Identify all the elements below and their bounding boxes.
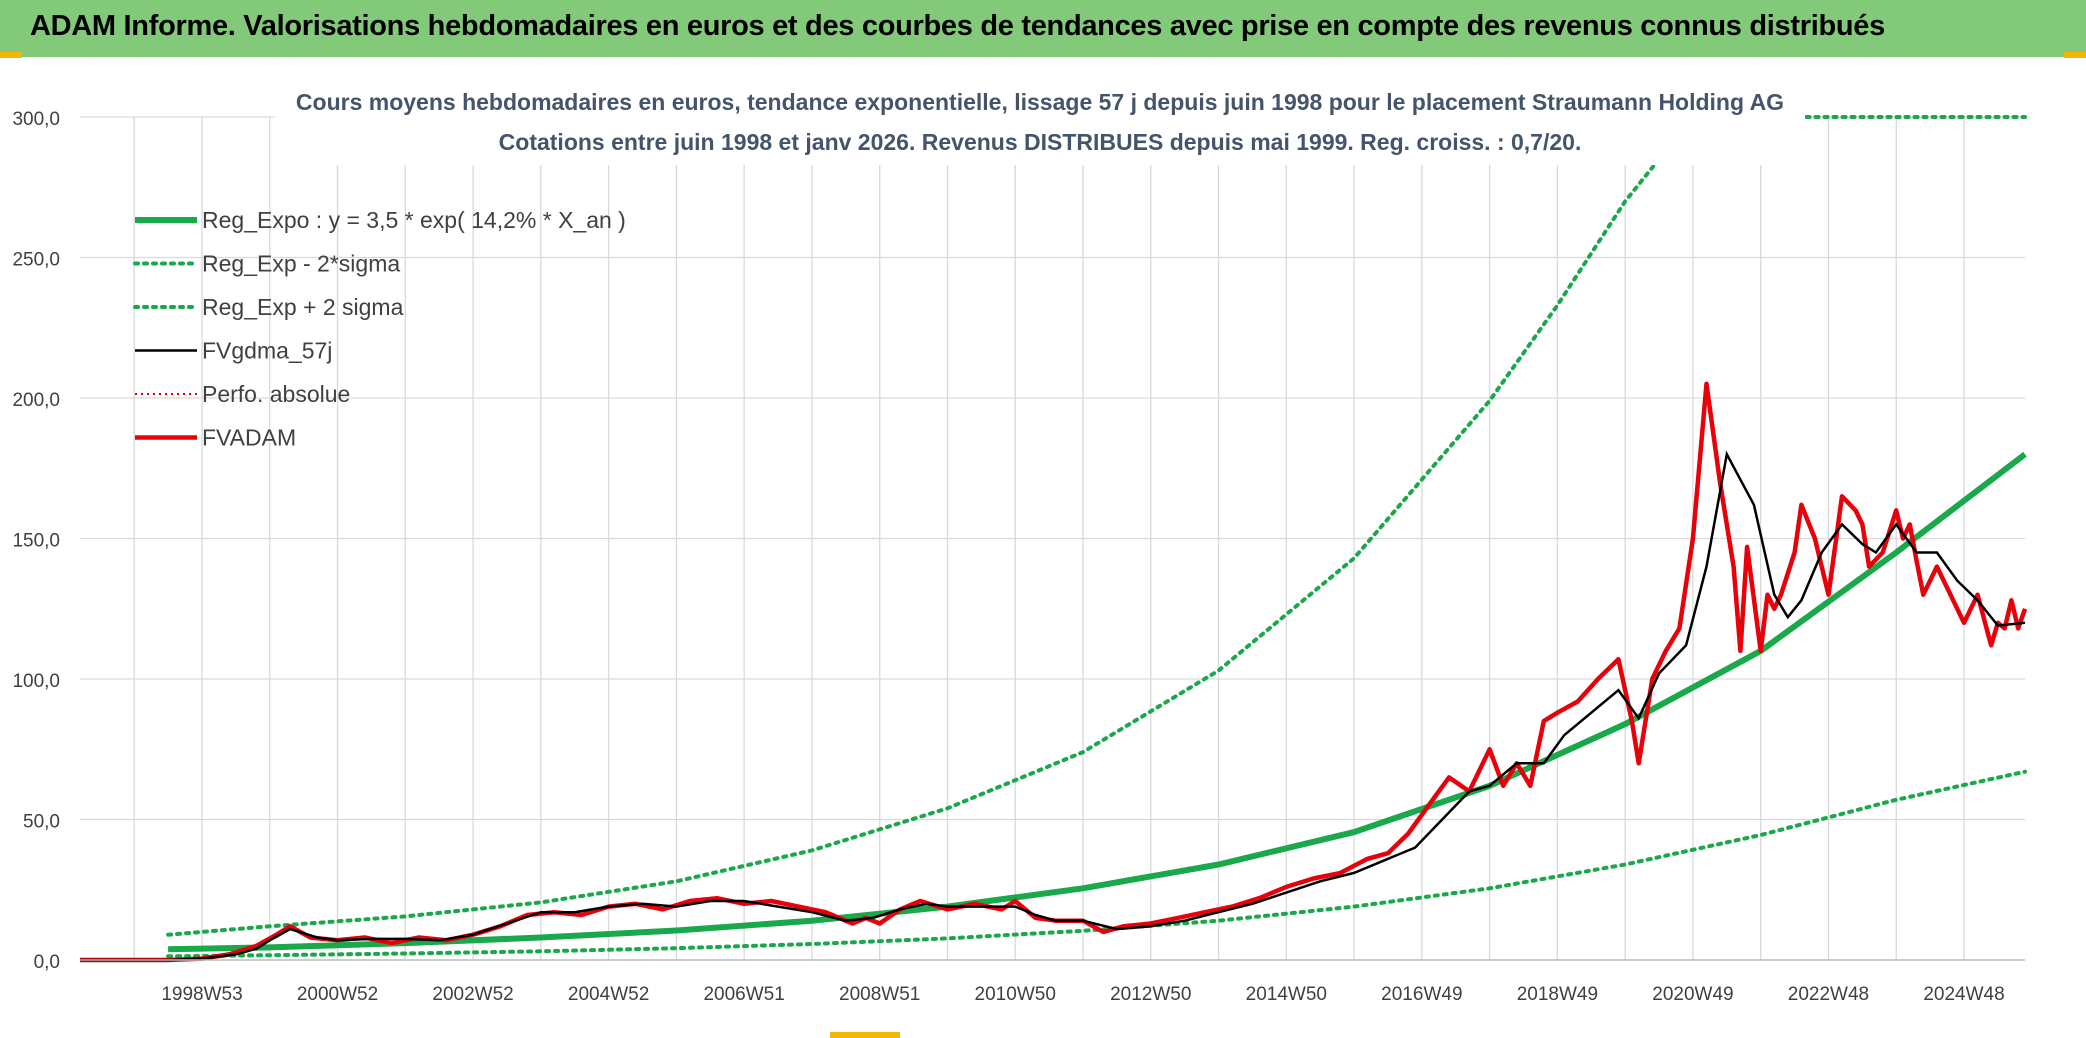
corner-accent-right [2064,52,2086,58]
x-tick-label: 2018W49 [1517,984,1598,1005]
corner-accent-left [0,52,22,58]
x-tick-label: 2024W48 [1923,984,2004,1005]
grid [80,116,2025,961]
x-tick-label: 2010W50 [975,984,1056,1005]
series-line-reg_expo [168,451,2027,953]
series-line-reg_minus [166,769,2027,959]
legend-label-fvadam: FVADAM [202,425,296,451]
legend: Reg_Expo : y = 3,5 * exp( 14,2% * X_an )… [133,207,626,451]
y-tick-label: 200,0 [12,390,60,411]
bottom-accent [830,1032,900,1038]
y-tick-label: 0,0 [34,952,60,973]
y-tick-label: 50,0 [23,812,60,833]
legend-label-reg_plus: Reg_Exp + 2 sigma [202,294,404,320]
x-tick-label: 2002W52 [432,984,513,1005]
title-background [275,83,1805,165]
legend-label-fv57: FVgdma_57j [202,338,332,364]
y-tick-label: 100,0 [12,671,60,692]
x-tick-label: 1998W53 [161,984,242,1005]
legend-label-reg_minus: Reg_Exp - 2*sigma [202,251,400,277]
page-title: ADAM Informe. Valorisations hebdomadaire… [30,10,1885,42]
legend-label-reg_expo: Reg_Expo : y = 3,5 * exp( 14,2% * X_an ) [202,207,626,233]
x-tick-label: 2000W52 [297,984,378,1005]
y-tick-label: 150,0 [12,531,60,552]
series-line-reg_plus [166,115,2027,937]
y-tick-label: 250,0 [12,250,60,271]
series-line-fvadam [80,381,2028,963]
x-tick-label: 2004W52 [568,984,649,1005]
header-bar [0,0,2086,57]
y-axis: 0,0 50,0 100,0 150,0 200,0 250,0 300,0 [12,109,60,973]
legend-label-perf_abs: Perfo. absolue [202,381,350,407]
x-tick-label: 2006W51 [703,984,784,1005]
x-axis: 1998W53 2000W52 2002W52 2004W52 2006W51 2008W… [80,959,2025,1005]
series-line-fv57 [80,450,2026,962]
y-tick-label: 300,0 [12,109,60,130]
x-tick-label: 2020W49 [1652,984,1733,1005]
x-tick-label: 2016W49 [1381,984,1462,1005]
x-tick-label: 2012W50 [1110,984,1191,1005]
x-tick-label: 2014W50 [1246,984,1327,1005]
chart-subtitle: Cotations entre juin 1998 et janv 2026. … [499,129,1582,155]
x-tick-label: 2022W48 [1788,984,1869,1005]
x-tick-label: 2008W51 [839,984,920,1005]
chart-title-block: Cours moyens hebdomadaires en euros, ten… [275,83,1805,165]
chart-title: Cours moyens hebdomadaires en euros, ten… [296,89,1784,115]
